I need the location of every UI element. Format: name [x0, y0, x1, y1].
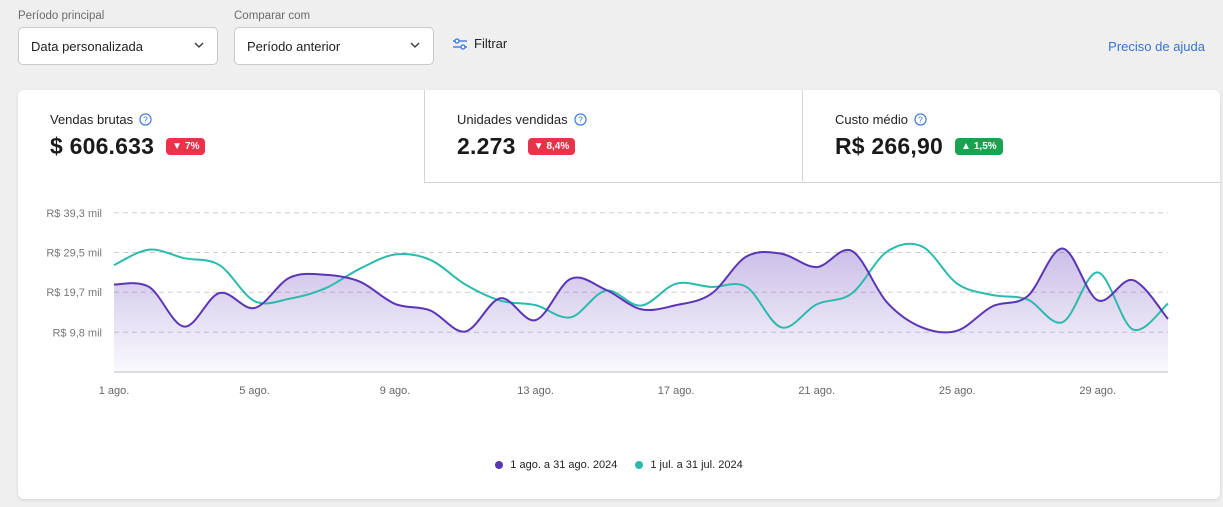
metric-tab-units-sold[interactable]: Unidades vendidas ? 2.273 ▼ 8,4% [424, 90, 803, 183]
y-tick-label: R$ 9,8 mil [52, 327, 102, 339]
metric-label: Vendas brutas [50, 112, 134, 127]
metrics-tabs: Vendas brutas ? $ 606.633 ▼ 7% Unidades v… [18, 90, 1220, 183]
primary-series-line [113, 247, 1169, 334]
compare-label: Comparar com [234, 10, 311, 22]
main-period-value: Data personalizada [31, 38, 144, 54]
main-period-label: Período principal [18, 10, 105, 22]
x-tick-label: 13 ago. [517, 385, 554, 397]
filter-label: Filtrar [474, 36, 508, 51]
change-value: 8,4% [546, 141, 570, 152]
legend-dot [635, 461, 644, 469]
x-tick-label: 1 ago. [99, 385, 130, 397]
legend-item-compare[interactable]: 1 jul. a 31 jul. 2024 [635, 459, 743, 471]
chevron-down-icon [410, 42, 420, 48]
chevron-down-icon [194, 42, 204, 48]
help-link[interactable]: Preciso de ajuda [1108, 39, 1205, 54]
sales-card: Vendas brutas ? $ 606.633 ▼ 7% Unidades v… [18, 90, 1220, 499]
arrow-down-icon: ▼ [533, 141, 544, 152]
change-badge: ▲ 1,5% [954, 138, 1003, 155]
change-value: 7% [185, 141, 200, 152]
change-value: 1,5% [973, 141, 997, 152]
legend-item-primary[interactable]: 1 ago. a 31 ago. 2024 [495, 459, 617, 471]
y-tick-label: R$ 29,5 mil [46, 247, 102, 259]
x-tick-label: 29 ago. [1079, 385, 1116, 397]
svg-text:?: ? [143, 115, 148, 125]
arrow-up-icon: ▲ [960, 141, 971, 152]
metric-tab-average-cost[interactable]: Custo médio ? R$ 266,90 ▲ 1,5% [802, 90, 1220, 183]
metric-label: Unidades vendidas [457, 112, 568, 127]
legend-dot [495, 461, 504, 469]
metric-tab-gross-sales[interactable]: Vendas brutas ? $ 606.633 ▼ 7% [18, 90, 425, 183]
metric-label: Custo médio [835, 112, 908, 127]
y-tick-label: R$ 39,3 mil [46, 208, 102, 220]
change-badge: ▼ 7% [166, 138, 206, 155]
legend-label: 1 ago. a 31 ago. 2024 [510, 459, 618, 471]
compare-value: Período anterior [247, 38, 341, 54]
help-circle-icon[interactable]: ? [914, 113, 927, 126]
compare-series-line [113, 242, 1169, 332]
svg-text:?: ? [578, 115, 583, 125]
metric-value: $ 606.633 [50, 133, 155, 159]
metric-value: R$ 266,90 [835, 133, 943, 159]
y-tick-label: R$ 19,7 mil [46, 287, 102, 299]
x-tick-label: 5 ago. [239, 385, 270, 397]
metric-value: 2.273 [457, 133, 516, 159]
change-badge: ▼ 8,4% [527, 138, 576, 155]
chart-legend: 1 ago. a 31 ago. 2024 1 jul. a 31 jul. 2… [18, 459, 1220, 471]
compare-select[interactable]: Período anterior [234, 27, 434, 65]
x-tick-label: 21 ago. [798, 385, 835, 397]
help-circle-icon[interactable]: ? [573, 113, 587, 126]
sales-line-chart: R$ 39,3 mil R$ 29,5 mil R$ 19,7 mil R$ 9,8 … [46, 208, 1169, 397]
x-tick-label: 25 ago. [939, 385, 976, 397]
main-period-select[interactable]: Data personalizada [18, 27, 218, 65]
sliders-icon [453, 37, 467, 50]
help-circle-icon[interactable]: ? [139, 113, 152, 126]
filter-button[interactable]: Filtrar [452, 36, 507, 51]
svg-text:?: ? [918, 115, 923, 125]
arrow-down-icon: ▼ [172, 141, 183, 152]
x-tick-label: 9 ago. [380, 385, 411, 397]
x-tick-label: 17 ago. [658, 385, 695, 397]
legend-label: 1 jul. a 31 jul. 2024 [650, 459, 743, 471]
